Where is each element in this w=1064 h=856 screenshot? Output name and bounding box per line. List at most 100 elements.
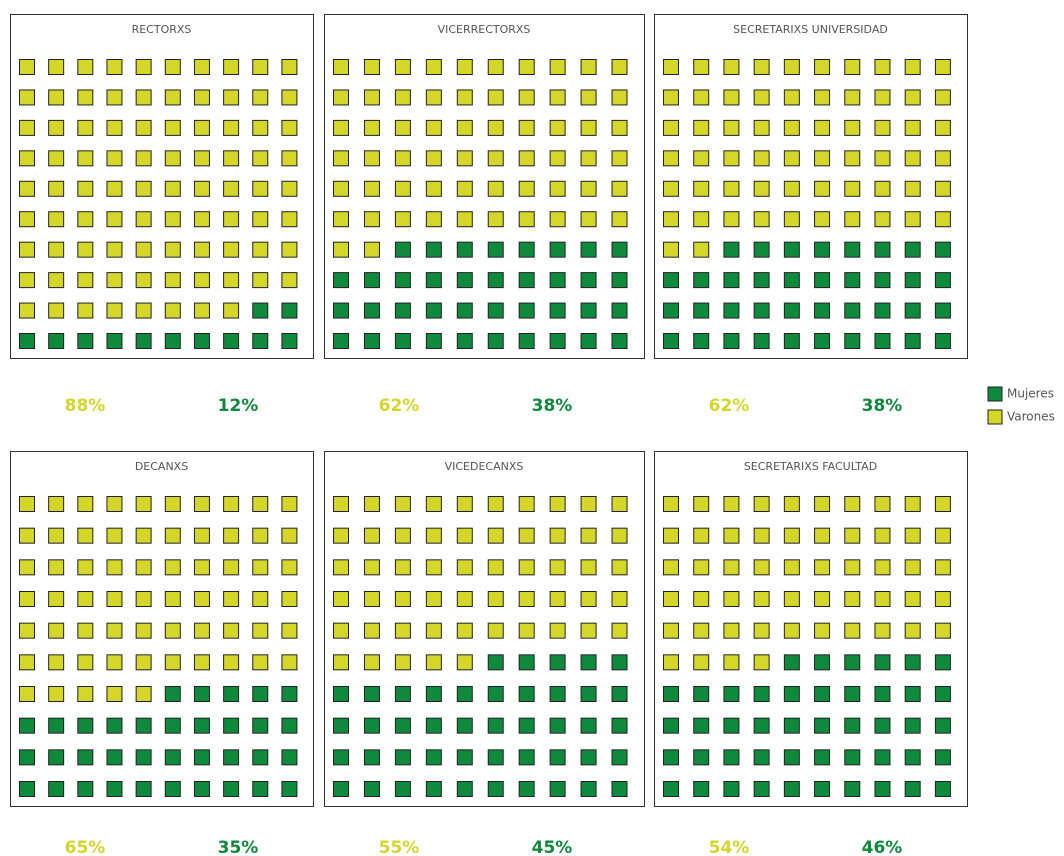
waffle-cell — [456, 302, 473, 319]
waffle-cell — [333, 150, 349, 167]
waffle-cell — [783, 119, 800, 136]
waffle-cell — [844, 59, 861, 75]
waffle-cell — [106, 654, 123, 671]
waffle-cell — [164, 180, 181, 197]
waffle-cell — [844, 717, 861, 734]
waffle-cell — [844, 302, 861, 319]
waffle-cell — [783, 559, 800, 576]
waffle-cell — [363, 302, 380, 319]
waffle-cell — [77, 59, 94, 75]
waffle-cell — [363, 527, 380, 544]
waffle-cell — [19, 211, 35, 228]
waffle-cell — [934, 686, 951, 702]
waffle-cell — [456, 686, 473, 702]
waffle-cell — [934, 717, 951, 734]
waffle-cell — [223, 89, 240, 106]
waffle-cell — [281, 527, 298, 544]
waffle-cell — [281, 150, 298, 167]
waffle-cell — [549, 527, 566, 544]
waffle-cell — [611, 59, 628, 75]
waffle-cell — [19, 59, 35, 75]
waffle-cell — [164, 241, 181, 258]
waffle-cell — [223, 622, 240, 639]
waffle-cell — [193, 333, 210, 349]
waffle-cell — [77, 559, 94, 576]
waffle-cell — [487, 686, 504, 702]
waffle-cell — [723, 89, 740, 106]
waffle-cell — [164, 527, 181, 544]
waffle-cell — [934, 89, 951, 106]
waffle-cell — [904, 333, 921, 349]
waffle-cell — [753, 559, 770, 576]
waffle-cell — [723, 150, 740, 167]
waffle-cell — [874, 302, 891, 319]
waffle-cell — [281, 241, 298, 258]
waffle-cell — [77, 591, 94, 607]
waffle-cell — [223, 559, 240, 576]
waffle-cell — [425, 654, 442, 671]
waffle-cell — [904, 89, 921, 106]
waffle-cell — [363, 496, 380, 512]
waffle-cell — [693, 241, 710, 258]
waffle-cell — [663, 496, 679, 512]
waffle-cell — [106, 211, 123, 228]
waffle-cell — [904, 686, 921, 702]
waffle-cell — [223, 302, 240, 319]
waffle-cell — [48, 622, 65, 639]
waffle-cell — [363, 150, 380, 167]
waffle-cell — [580, 591, 597, 607]
waffle-cell — [723, 59, 740, 75]
waffle-cell — [814, 211, 831, 228]
waffle-cell — [783, 622, 800, 639]
waffle-cell — [77, 749, 94, 766]
waffle-cell — [456, 241, 473, 258]
waffle-cell — [844, 654, 861, 671]
waffle-cell — [394, 622, 411, 639]
waffle-cell — [48, 717, 65, 734]
waffle-cell — [693, 333, 710, 349]
waffle-cell — [874, 272, 891, 289]
waffle-cell — [580, 559, 597, 576]
waffle-cell — [363, 559, 380, 576]
waffle-cell — [549, 591, 566, 607]
waffle-cell — [723, 241, 740, 258]
waffle-cell — [135, 622, 152, 639]
waffle-cell — [753, 717, 770, 734]
waffle-cell — [611, 89, 628, 106]
waffle-cell — [19, 527, 35, 544]
waffle-cell — [580, 333, 597, 349]
waffle-cell — [48, 686, 65, 702]
waffle-cell — [663, 527, 679, 544]
waffle-cell — [77, 150, 94, 167]
waffle-cell — [394, 749, 411, 766]
waffle-cell — [814, 686, 831, 702]
waffle-cell — [874, 496, 891, 512]
waffle-cell — [48, 89, 65, 106]
waffle-cell — [456, 211, 473, 228]
waffle-cell — [753, 59, 770, 75]
waffle-cell — [333, 559, 349, 576]
waffle-cell — [223, 717, 240, 734]
waffle-cell — [549, 89, 566, 106]
waffle-cell — [518, 211, 535, 228]
waffle-cell — [135, 717, 152, 734]
waffle-cell — [281, 686, 298, 702]
waffle-cell — [48, 333, 65, 349]
waffle-cell — [487, 119, 504, 136]
waffle-cell — [844, 119, 861, 136]
waffle-cell — [904, 272, 921, 289]
waffle-cell — [106, 180, 123, 197]
waffle-cell — [549, 654, 566, 671]
waffle-cell — [611, 781, 628, 797]
waffle-cell — [164, 717, 181, 734]
waffle-cell — [904, 749, 921, 766]
waffle-cell — [19, 333, 35, 349]
waffle-cell — [611, 496, 628, 512]
waffle-cell — [934, 211, 951, 228]
waffle-cell — [252, 591, 269, 607]
waffle-cell — [783, 241, 800, 258]
waffle-cell — [193, 180, 210, 197]
waffle-cell — [783, 749, 800, 766]
waffle-cell — [934, 59, 951, 75]
waffle-cell — [934, 241, 951, 258]
